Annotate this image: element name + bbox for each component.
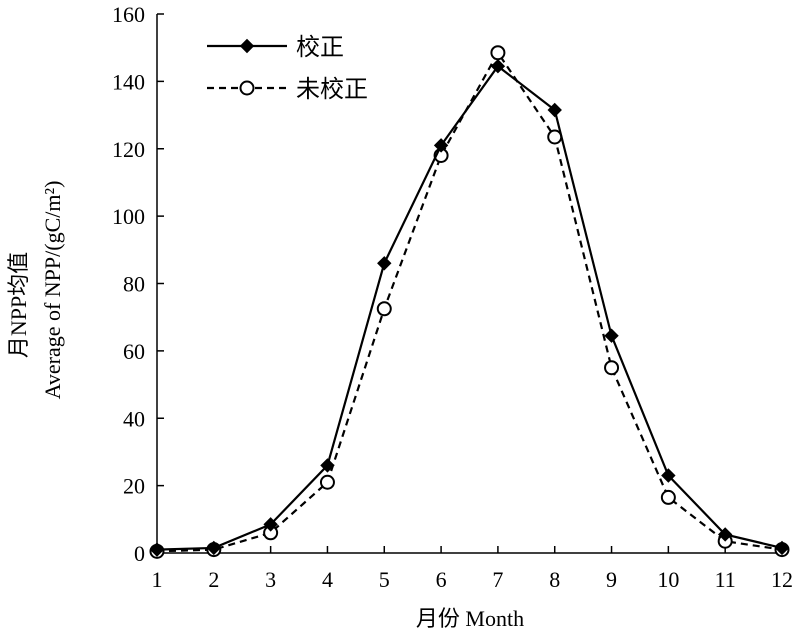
data-point [433,138,449,153]
y-tick-label: 140 [112,69,145,94]
y-tick-label: 60 [123,339,145,364]
data-point [377,256,392,271]
data-point [206,540,222,556]
legend-label: 校正 [296,34,344,61]
chart-series [149,45,790,559]
x-tick-label: 5 [379,567,390,592]
y-tick-label: 40 [123,406,145,431]
legend-item-1: 校正 [207,34,344,61]
data-point [661,468,676,483]
x-tick-label: 1 [152,567,163,592]
legend-marker [239,38,255,54]
x-tick-label: 2 [208,567,219,592]
x-tick-label: 8 [549,567,560,592]
x-tick-label: 11 [715,567,736,592]
data-point [149,542,165,557]
y-axis-title-line2: Average of NPP/(gC/m²) [40,181,65,400]
y-tick-label: 80 [123,272,145,297]
y-tick-label: 0 [134,541,145,566]
data-point [376,301,392,317]
legend-label: 未校正 [296,76,368,103]
x-tick-label: 4 [322,567,333,592]
y-tick-label: 20 [123,474,145,499]
data-point [490,45,506,61]
data-point [490,59,506,74]
data-point [263,517,278,532]
data-point [547,102,562,118]
data-point [604,360,620,376]
series-1 [149,59,790,557]
x-tick-label: 9 [606,567,617,592]
x-tick-label: 12 [771,567,793,592]
chart-axes [156,14,782,554]
x-tick-label: 10 [657,567,679,592]
series-line [156,50,783,553]
legend-marker [239,80,255,96]
data-point [604,328,619,343]
legend-item-2: 未校正 [207,76,368,103]
x-axis-title: 月份 Month [416,606,524,631]
data-point [319,474,335,490]
x-tick-label: 3 [265,567,276,592]
data-point [320,458,335,473]
data-point [660,489,676,505]
y-tick-label: 160 [112,2,145,27]
series-2 [149,45,790,559]
y-tick-label: 120 [112,137,145,162]
series-line [156,64,783,551]
x-tick-label: 7 [492,567,503,592]
data-point [717,527,733,542]
x-tick-label: 6 [436,567,447,592]
y-tick-label: 100 [112,204,145,229]
y-axis-title-line1: 月NPP均值 [6,252,31,358]
data-point [774,540,790,556]
